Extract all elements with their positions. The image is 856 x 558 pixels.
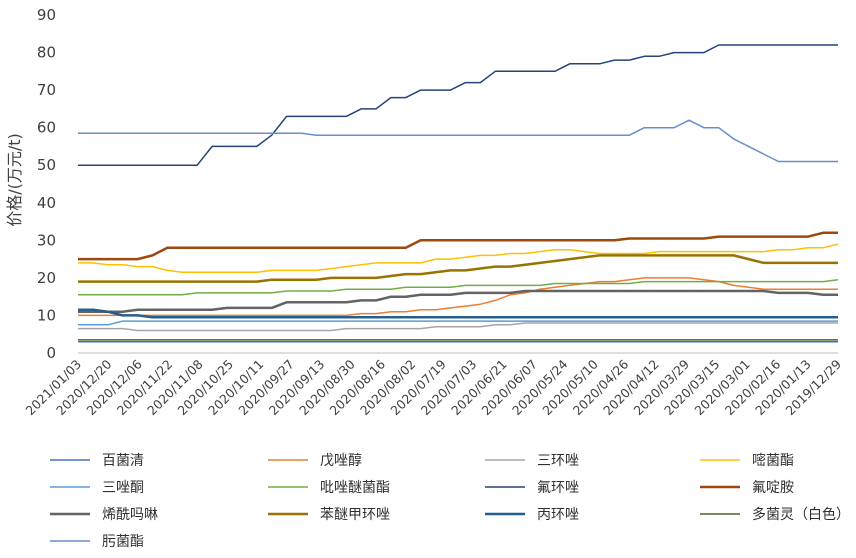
series-line-10 — [78, 308, 838, 319]
series-line-3 — [78, 243, 839, 274]
y-tick-label: 50 — [37, 156, 56, 174]
series-line-12 — [78, 119, 838, 163]
series-line-9 — [78, 254, 838, 283]
legend-label: 三环唑 — [537, 453, 579, 469]
legend-label: 嘧菌酯 — [752, 452, 794, 469]
legend-label: 烯酰吗啉 — [102, 507, 158, 523]
legend-label: 苯醚甲环唑 — [320, 506, 390, 523]
series-line-1 — [78, 277, 838, 317]
y-tick-label: 60 — [37, 119, 56, 137]
series-lines — [78, 44, 839, 343]
legend-label: 三唑酮 — [102, 480, 144, 496]
y-axis-label: 价格/(万元/t) — [5, 133, 24, 227]
legend-label: 肟菌酯 — [102, 534, 144, 550]
y-tick-label: 40 — [37, 194, 56, 212]
series-line-8 — [78, 289, 838, 313]
y-tick-label: 10 — [37, 306, 56, 324]
y-tick-label: 20 — [37, 269, 56, 287]
y-tick-label: 80 — [37, 44, 56, 62]
y-tick-label: 0 — [46, 344, 56, 362]
series-line-5 — [78, 279, 839, 296]
x-axis: 2021/01/032020/12/202020/12/062020/11/22… — [23, 356, 845, 418]
series-line-2 — [78, 322, 838, 332]
y-tick-label: 30 — [37, 231, 56, 249]
series-line-4 — [78, 320, 838, 326]
y-axis: 0 10 20 30 40 50 60 70 80 90 — [37, 6, 56, 362]
legend-label: 戊唑醇 — [320, 452, 362, 469]
y-tick-label: 70 — [37, 81, 56, 99]
series-line-6 — [78, 44, 838, 166]
legend-label: 氟环唑 — [537, 480, 579, 496]
legend-label: 多菌灵（白色） — [752, 506, 850, 523]
series-line-7 — [78, 231, 838, 261]
legend-label: 丙环唑 — [537, 507, 579, 523]
legend-label: 吡唑醚菌酯 — [320, 480, 390, 496]
y-tick-label: 90 — [37, 6, 56, 24]
legend-label: 氟啶胺 — [752, 480, 794, 496]
legend-label: 百菌清 — [102, 453, 144, 469]
